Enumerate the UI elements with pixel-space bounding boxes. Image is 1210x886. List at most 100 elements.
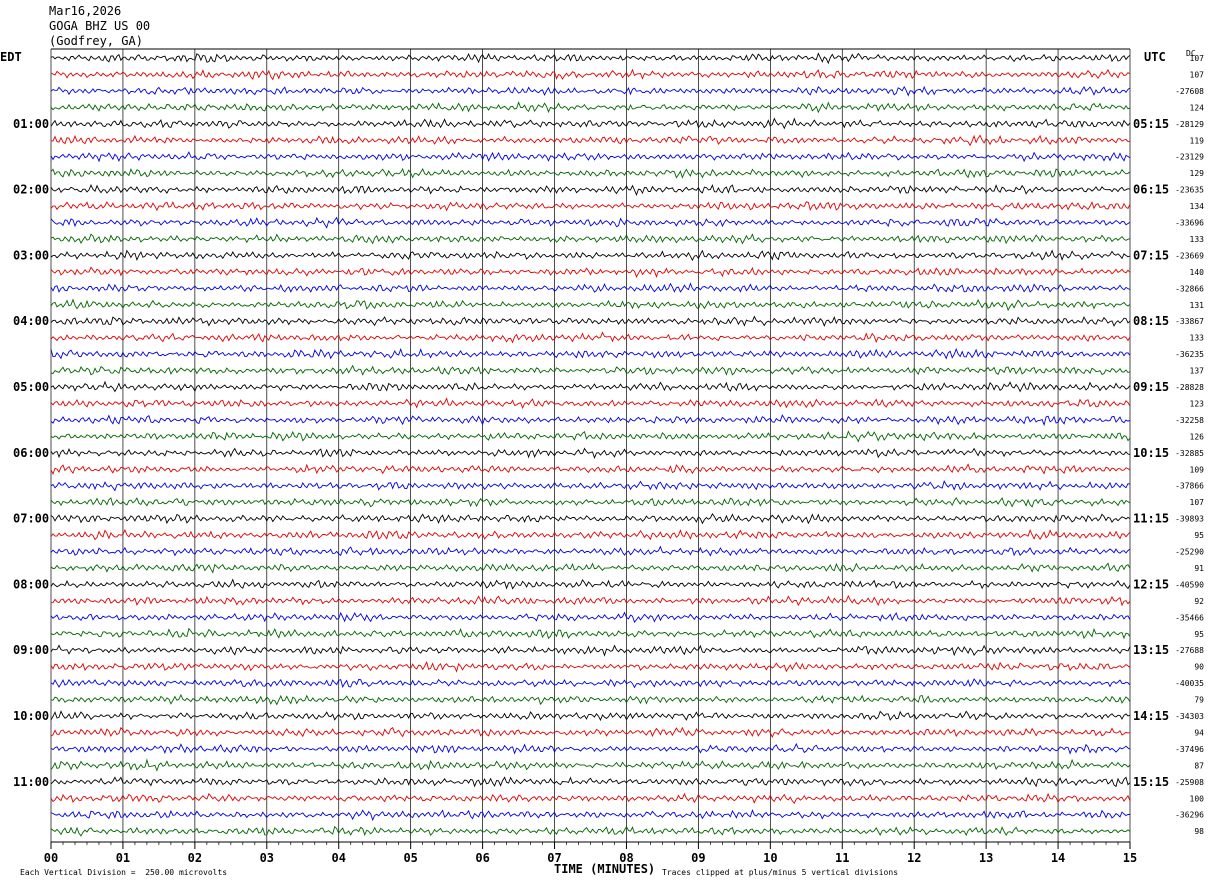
dc-offset-label: 107 — [1190, 498, 1205, 507]
trace-row-11 — [50, 233, 1131, 245]
dc-offset-label: 126 — [1190, 432, 1205, 441]
x-tick-label: 10 — [763, 851, 777, 865]
trace-row-1 — [50, 68, 1131, 81]
left-hour-label: 06:00 — [13, 446, 49, 460]
trace-row-20 — [50, 380, 1131, 393]
trace-row-19 — [50, 364, 1131, 376]
dc-offset-label: 95 — [1194, 531, 1204, 540]
left-hour-label: 11:00 — [13, 775, 49, 789]
trace-row-32 — [50, 578, 1131, 590]
dc-offset-label: 94 — [1194, 728, 1204, 737]
dc-offset-label: 107 — [1190, 70, 1205, 79]
right-hour-label: 14:15 — [1133, 709, 1169, 723]
x-tick-label: 07 — [547, 851, 561, 865]
trace-row-4 — [50, 117, 1131, 130]
dc-offset-label: -25908 — [1175, 778, 1204, 787]
dc-offset-label: -23635 — [1175, 186, 1204, 195]
dc-offset-label: -33696 — [1175, 219, 1204, 228]
x-tick-label: 01 — [116, 851, 130, 865]
dc-offset-label: -36235 — [1175, 350, 1204, 359]
left-hour-label: 03:00 — [13, 248, 49, 262]
trace-row-7 — [50, 167, 1131, 179]
trace-row-36 — [50, 644, 1131, 657]
trace-row-47 — [50, 825, 1131, 837]
trace-row-31 — [50, 562, 1131, 574]
dc-offset-label: 79 — [1194, 696, 1204, 705]
dc-offset-label: -33867 — [1175, 317, 1204, 326]
station-code: GOGA BHZ US 00 — [49, 19, 151, 33]
dc-offset-label: -27688 — [1175, 646, 1204, 655]
trace-row-10 — [50, 216, 1131, 229]
trace-row-44 — [50, 776, 1131, 788]
trace-row-9 — [50, 201, 1131, 212]
trace-row-5 — [50, 134, 1131, 147]
plot-date: Mar16,2026 — [49, 4, 122, 18]
right-hour-label: 07:15 — [1133, 248, 1169, 262]
dc-offset-label: 133 — [1190, 235, 1205, 244]
left-hour-label: 04:00 — [13, 314, 49, 328]
x-tick-label: 02 — [188, 851, 202, 865]
vertical-scale-note: Each Vertical Division = 250.00 microvol… — [20, 868, 228, 877]
right-hour-label: 13:15 — [1133, 643, 1169, 657]
trace-row-45 — [50, 792, 1131, 805]
x-tick-label: 00 — [44, 851, 58, 865]
trace-row-34 — [50, 611, 1131, 624]
right-hour-label: 12:15 — [1133, 577, 1169, 591]
right-hour-label: 09:15 — [1133, 380, 1169, 394]
x-tick-label: 12 — [907, 851, 921, 865]
clipping-note: Traces clipped at plus/minus 5 vertical … — [662, 868, 899, 877]
dc-offset-label: 137 — [1190, 367, 1205, 376]
x-tick-label: 09 — [691, 851, 705, 865]
trace-row-28 — [50, 513, 1131, 525]
trace-row-38 — [50, 678, 1131, 689]
trace-row-8 — [50, 183, 1131, 197]
dc-offset-label: 124 — [1190, 103, 1205, 112]
right-hour-label: 10:15 — [1133, 446, 1169, 460]
left-hour-label: 02:00 — [13, 183, 49, 197]
station-location: (Godfrey, GA) — [49, 34, 143, 48]
dc-offset-label: 119 — [1190, 136, 1205, 145]
dc-offset-label: -32866 — [1175, 284, 1204, 293]
dc-offset-label: 129 — [1190, 169, 1205, 178]
right-hour-label: 08:15 — [1133, 314, 1169, 328]
dc-offset-label: -39893 — [1175, 515, 1204, 524]
x-tick-label: 03 — [260, 851, 274, 865]
x-tick-label: 14 — [1051, 851, 1065, 865]
x-tick-label: 06 — [475, 851, 489, 865]
dc-offset-header: DC — [1186, 49, 1196, 58]
trace-row-23 — [50, 430, 1131, 443]
x-axis-title: TIME (MINUTES) — [554, 862, 656, 876]
left-hour-label: 05:00 — [13, 380, 49, 394]
dc-offset-label: 107 — [1190, 54, 1205, 63]
dc-offset-label: 100 — [1190, 794, 1205, 803]
trace-row-41 — [50, 726, 1131, 739]
dc-offset-label: 134 — [1190, 202, 1205, 211]
dc-offset-label: -37866 — [1175, 482, 1204, 491]
dc-offset-label: 123 — [1190, 399, 1205, 408]
trace-row-40 — [50, 710, 1131, 722]
left-hour-label: 07:00 — [13, 512, 49, 526]
trace-row-13 — [50, 266, 1131, 279]
axis-labels: 107 107 -27608 124 -28129 119 -23129 129 -23635 1… — [13, 54, 1204, 865]
dc-offset-label: -40590 — [1175, 580, 1204, 589]
dc-offset-label: -40035 — [1175, 679, 1204, 688]
right-hour-label: 05:15 — [1133, 117, 1169, 131]
trace-row-24 — [50, 447, 1131, 459]
trace-row-0 — [50, 52, 1131, 65]
right-hour-label: 11:15 — [1133, 512, 1169, 526]
trace-row-17 — [50, 331, 1131, 344]
trace-row-15 — [50, 298, 1131, 312]
trace-row-27 — [50, 496, 1131, 508]
dc-offset-label: 95 — [1194, 630, 1204, 639]
dc-offset-label: -35466 — [1175, 613, 1204, 622]
trace-row-16 — [50, 315, 1131, 328]
dc-offset-label: -28828 — [1175, 383, 1204, 392]
trace-row-46 — [50, 809, 1131, 822]
dc-offset-label: 98 — [1194, 827, 1204, 836]
dc-offset-label: 87 — [1194, 761, 1204, 770]
dc-offset-label: 90 — [1194, 663, 1204, 672]
dc-offset-label: -36296 — [1175, 811, 1204, 820]
left-hour-label: 09:00 — [13, 643, 49, 657]
dc-offset-label: -32258 — [1175, 416, 1204, 425]
